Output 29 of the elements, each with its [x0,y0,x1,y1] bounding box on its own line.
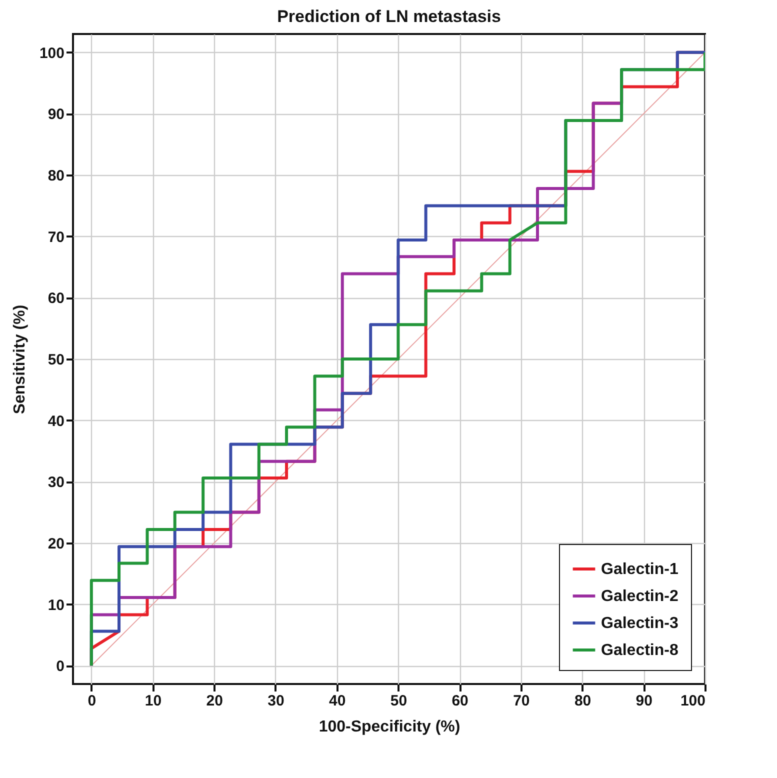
y-tick-label: 50 [48,352,64,368]
y-tick-label: 30 [48,474,64,492]
x-tick-label: 0 [88,692,96,710]
x-tick-label: 80 [574,692,592,710]
x-axis-title: 100-Specificity (%) [318,718,460,736]
legend-label: Galectin-8 [601,642,678,659]
y-tick-label: 60 [48,290,64,308]
x-tick-label: 90 [636,692,652,710]
legend-label: Galectin-1 [601,561,678,578]
y-tick-label: 10 [48,596,64,614]
x-tick-label: 20 [206,692,223,710]
y-tick-label: 0 [56,658,64,676]
x-tick-label: 40 [329,692,346,710]
y-tick-label: 90 [48,106,64,124]
chart-title: Prediction of LN metastasis [277,7,501,26]
x-tick-label: 10 [144,692,162,710]
y-axis-title: Sensitivity (%) [11,304,28,414]
x-tick-label: 70 [513,692,530,710]
y-tick-label: 100 [39,44,64,62]
x-tick-label: 100 [680,692,706,710]
x-tick-label: 50 [390,692,408,710]
legend-label: Galectin-3 [601,615,678,632]
x-tick-label: 30 [268,692,284,710]
y-tick-label: 70 [48,228,64,246]
y-tick-label: 40 [48,412,64,430]
x-tick-label: 60 [452,692,468,710]
y-tick-label: 80 [48,168,64,185]
y-tick-label: 20 [48,535,64,552]
legend-label: Galectin-2 [601,588,678,605]
